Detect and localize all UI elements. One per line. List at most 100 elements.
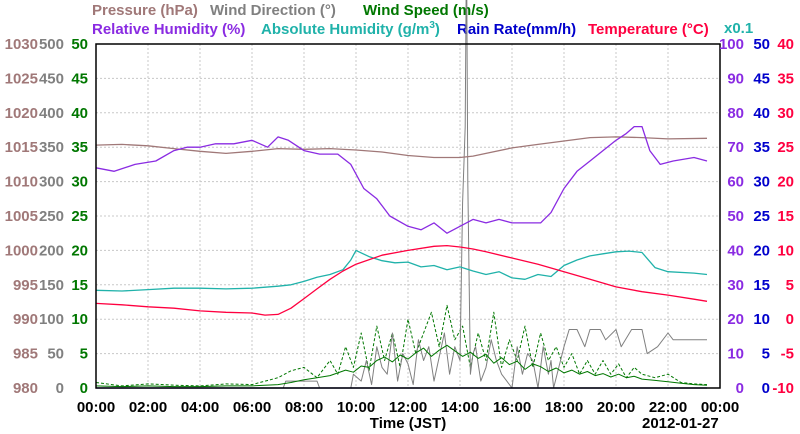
y-tick-label-wind-speed: 5 [80, 346, 88, 363]
y-tick-label-wind-speed: 50 [71, 36, 88, 53]
y-tick-label-wind-speed: 25 [71, 208, 88, 225]
rain-multiplier-label: x0.1 [724, 20, 753, 37]
y-tick-label-temperature: -10 [772, 380, 794, 397]
y-tick-label-wind-direction: 100 [39, 311, 64, 328]
y-tick-label-humidity: 0 [736, 380, 744, 397]
y-tick-label-wind-direction: 350 [39, 139, 64, 156]
y-tick-label-wind-speed: 30 [71, 174, 88, 191]
y-tick-labels: 9809859909951000100510101015102010251030… [5, 36, 794, 397]
y-tick-label-temperature: 10 [777, 242, 794, 259]
series-pressure-hpa [95, 136, 708, 159]
y-tick-label-pressure: 1025 [5, 70, 38, 87]
y-tick-label-rain: 45 [753, 70, 770, 87]
y-tick-label-wind-direction: 150 [39, 277, 64, 294]
y-tick-label-wind-speed: 15 [71, 277, 88, 294]
y-tick-label-humidity: 100 [719, 36, 744, 53]
x-tick-label: 08:00 [285, 399, 323, 416]
y-tick-label-wind-direction: 450 [39, 70, 64, 87]
y-tick-label-pressure: 990 [13, 311, 38, 328]
y-tick-label-temperature: 20 [777, 174, 794, 191]
y-tick-label-rain: 30 [753, 174, 770, 191]
y-tick-label-rain: 20 [753, 242, 770, 259]
x-tick-label: 12:00 [389, 399, 427, 416]
series-wind-speed-m-s [95, 344, 708, 388]
y-tick-label-humidity: 20 [727, 311, 744, 328]
y-tick-label-temperature: 30 [777, 105, 794, 122]
rain-axis-title: Rain Rate(mm/h) [457, 21, 576, 38]
y-tick-label-pressure: 1030 [5, 36, 38, 53]
x-tick-label: 16:00 [493, 399, 531, 416]
y-tick-label-temperature: 0 [786, 311, 794, 328]
y-tick-label-wind-direction: 300 [39, 174, 64, 191]
y-tick-label-humidity: 80 [727, 105, 744, 122]
wind-direction-axis-title: Wind Direction (°) [210, 2, 336, 19]
y-tick-label-humidity: 50 [727, 208, 744, 225]
y-tick-label-wind-direction: 500 [39, 36, 64, 53]
y-tick-label-rain: 10 [753, 311, 770, 328]
y-tick-label-humidity: 30 [727, 277, 744, 294]
y-tick-label-rain: 50 [753, 36, 770, 53]
y-tick-label-wind-speed: 0 [80, 380, 88, 397]
y-tick-label-wind-speed: 10 [71, 311, 88, 328]
y-tick-label-rain: 40 [753, 105, 770, 122]
y-tick-label-temperature: 5 [786, 277, 794, 294]
y-tick-label-rain: 25 [753, 208, 770, 225]
pressure-axis-title: Pressure (hPa) [92, 2, 198, 19]
x-tick-label: 04:00 [181, 399, 219, 416]
y-tick-label-wind-direction: 0 [56, 380, 64, 397]
y-tick-label-pressure: 980 [13, 380, 38, 397]
y-tick-label-pressure: 1015 [5, 139, 38, 156]
y-tick-label-humidity: 10 [727, 346, 744, 363]
series-temperature-c [95, 244, 708, 316]
y-tick-label-pressure: 1020 [5, 105, 38, 122]
y-tick-label-wind-speed: 35 [71, 139, 88, 156]
y-tick-label-rain: 15 [753, 277, 770, 294]
series-wind-speed-gust-m-s [95, 304, 708, 387]
y-tick-label-temperature: 40 [777, 36, 794, 53]
y-tick-label-temperature: 15 [777, 208, 794, 225]
y-tick-label-pressure: 1005 [5, 208, 38, 225]
x-tick-label: 18:00 [545, 399, 583, 416]
series-absolute-humidity-g-m3 [95, 249, 708, 292]
y-tick-label-humidity: 70 [727, 139, 744, 156]
y-tick-label-rain: 5 [762, 346, 770, 363]
x-axis-title: Time (JST) [370, 415, 446, 432]
series-lines [95, 0, 708, 389]
y-tick-label-wind-speed: 20 [71, 242, 88, 259]
y-tick-label-wind-direction: 200 [39, 242, 64, 259]
y-tick-label-pressure: 1010 [5, 174, 38, 191]
x-tick-label: 14:00 [441, 399, 479, 416]
y-tick-label-wind-speed: 40 [71, 105, 88, 122]
y-tick-label-humidity: 40 [727, 242, 744, 259]
y-tick-label-wind-direction: 250 [39, 208, 64, 225]
humidity-axis-title: Relative Humidity (%) [92, 21, 245, 38]
y-tick-label-humidity: 60 [727, 174, 744, 191]
grid [96, 44, 720, 388]
x-tick-label: 22:00 [649, 399, 687, 416]
abs-humidity-axis-title: Absolute Humidity (g/m3) [261, 20, 440, 38]
y-tick-label-pressure: 985 [13, 346, 38, 363]
x-tick-label: 00:00 [701, 399, 739, 416]
temperature-axis-title: Temperature (°C) [588, 21, 709, 38]
series-wind-direction [96, 0, 707, 389]
y-tick-label-pressure: 995 [13, 277, 38, 294]
y-tick-label-pressure: 1000 [5, 242, 38, 259]
y-tick-label-wind-direction: 50 [47, 346, 64, 363]
y-tick-label-temperature: -5 [781, 346, 794, 363]
series-relative-humidity [95, 125, 708, 234]
x-tick-label: 00:00 [77, 399, 115, 416]
y-tick-label-temperature: 35 [777, 70, 794, 87]
y-tick-label-humidity: 90 [727, 70, 744, 87]
y-tick-label-rain: 0 [762, 380, 770, 397]
date-label: 2012-01-27 [642, 415, 719, 432]
wind-speed-axis-title: Wind Speed (m/s) [363, 2, 489, 19]
y-tick-label-wind-direction: 400 [39, 105, 64, 122]
y-tick-label-wind-speed: 45 [71, 70, 88, 87]
y-tick-label-temperature: 25 [777, 139, 794, 156]
x-tick-labels: 00:00 02:00 04:00 06:00 08:00 10:00 12:00 14:00… [77, 399, 739, 416]
x-tick-label: 02:00 [129, 399, 167, 416]
y-tick-label-rain: 35 [753, 139, 770, 156]
x-tick-label: 06:00 [233, 399, 271, 416]
x-tick-label: 10:00 [337, 399, 375, 416]
